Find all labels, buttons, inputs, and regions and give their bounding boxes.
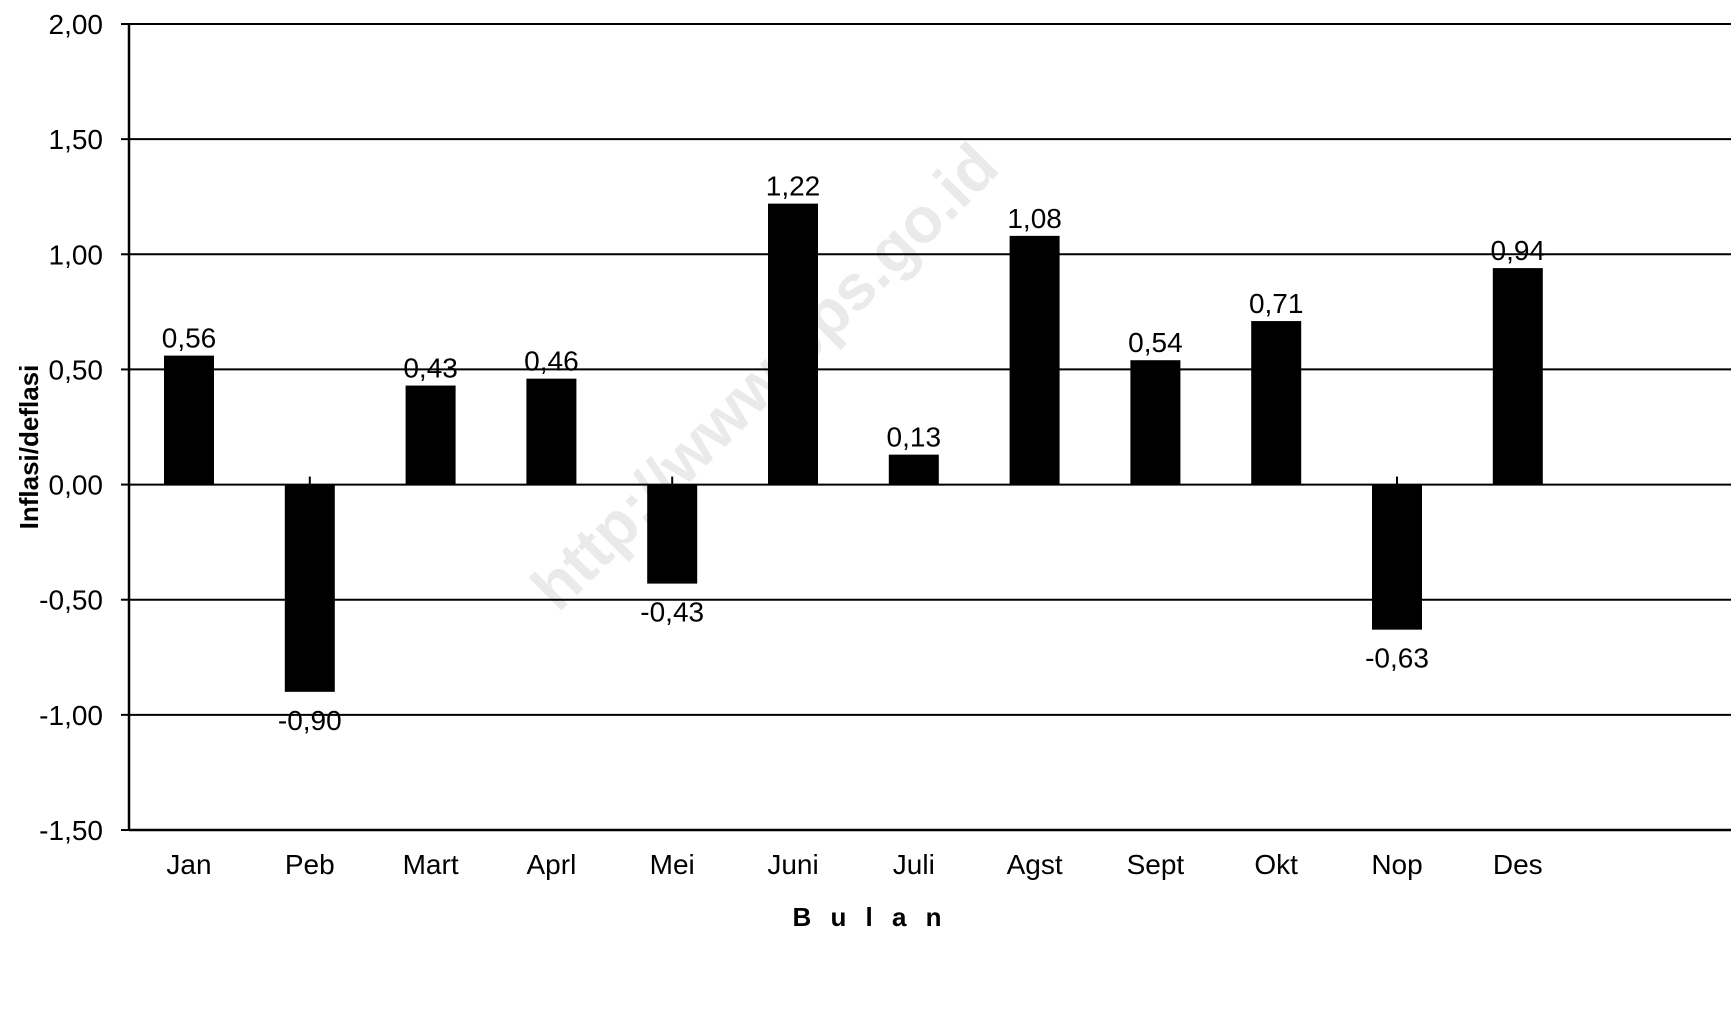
data-label: 0,94 — [1491, 235, 1546, 266]
y-tick-label: -1,50 — [39, 815, 103, 846]
data-label: 0,13 — [887, 422, 942, 453]
x-tick-label: Agst — [1007, 849, 1063, 880]
data-label: -0,43 — [640, 597, 704, 628]
y-tick-label: 0,50 — [49, 354, 104, 385]
data-label: 0,43 — [403, 353, 458, 384]
axes — [121, 23, 1731, 832]
x-tick-label: Juli — [893, 849, 935, 880]
bar-sept — [1130, 360, 1181, 485]
y-tick-label: 2,00 — [49, 9, 104, 40]
bar-nop — [1372, 484, 1422, 630]
x-tick-label: Okt — [1254, 849, 1298, 880]
x-tick-label: Aprl — [527, 849, 577, 880]
data-label: 1,08 — [1007, 203, 1062, 234]
bar-juni — [768, 203, 818, 485]
data-label: 0,56 — [162, 323, 217, 354]
bar-mart — [405, 385, 456, 485]
y-tick-label: 1,00 — [49, 239, 104, 270]
bar-jan — [164, 355, 214, 485]
x-tick-label: Jan — [166, 849, 211, 880]
bar-juli — [888, 454, 939, 485]
bar-mei — [647, 484, 698, 584]
gridlines — [129, 23, 1731, 716]
y-tick-label: -0,50 — [39, 585, 103, 616]
data-label: 0,46 — [524, 346, 579, 377]
bar-agst — [1009, 235, 1060, 485]
x-tick-label: Peb — [285, 849, 335, 880]
bar-aprl — [526, 378, 577, 485]
y-tick-label: 1,50 — [49, 124, 104, 155]
x-tick-labels: Jan Peb Mart Aprl Mei Juni Juli Agst Sept Okt Nop D… — [166, 849, 1542, 880]
y-tick-label: 0,00 — [49, 470, 104, 501]
bars — [164, 203, 1543, 692]
y-tick-label: -1,00 — [39, 700, 103, 731]
y-tick-labels: 2,00 1,50 1,00 0,50 0,00 -0,50 -1,00 -1,50 — [39, 9, 103, 846]
data-label: 0,71 — [1249, 288, 1304, 319]
x-tick-label: Mart — [403, 849, 459, 880]
data-label: 0,54 — [1128, 327, 1183, 358]
x-tick-label: Sept — [1127, 849, 1185, 880]
watermark-text: http://www.bps.go.id — [517, 129, 1011, 623]
data-label: -0,90 — [278, 705, 342, 736]
x-tick-label: Juni — [767, 849, 818, 880]
x-tick-label: Des — [1493, 849, 1543, 880]
y-axis-title: Inflasi/deflasi — [14, 365, 44, 530]
bar-okt — [1251, 321, 1302, 485]
x-axis-title: B u l a n — [792, 902, 947, 932]
x-tick-label: Nop — [1371, 849, 1422, 880]
data-labels: 0,56 -0,90 0,43 0,46 -0,43 1,22 0,13 1,08 0,54 0,… — [162, 171, 1545, 736]
data-label: 1,22 — [766, 171, 821, 202]
bar-des — [1492, 268, 1543, 485]
data-label: -0,63 — [1365, 643, 1429, 674]
bar-peb — [284, 484, 335, 692]
x-tick-label: Mei — [650, 849, 695, 880]
